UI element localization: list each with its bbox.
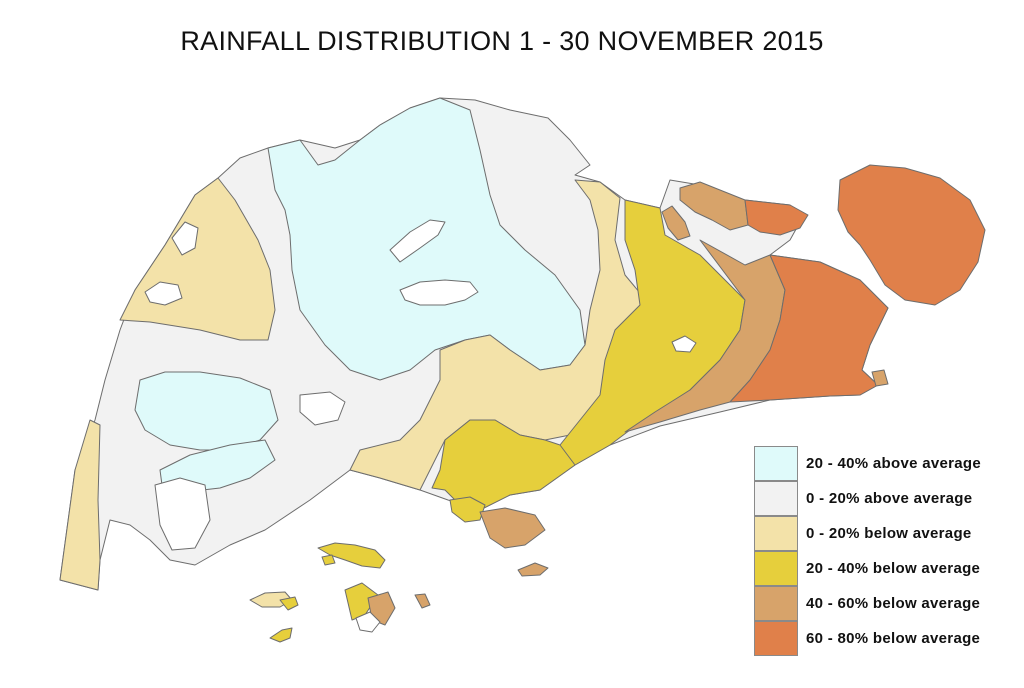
legend-item: 20 - 40% above average: [754, 446, 1014, 482]
legend-swatch: [754, 446, 798, 481]
pulau-ubin-east: [744, 199, 809, 236]
legend-label: 60 - 80% below average: [806, 630, 981, 647]
island-sw-1: [317, 542, 386, 569]
island-sw-3: [279, 596, 299, 611]
legend-swatch: [754, 481, 798, 516]
reservoir-bedok: [671, 335, 697, 353]
island-s-2: [517, 562, 549, 577]
legend-swatch: [754, 586, 798, 621]
island-s-1: [414, 593, 431, 609]
region-west-coast-below-0-20: [59, 419, 101, 591]
pulau-ubin-west: [679, 181, 749, 231]
legend-label: 0 - 20% below average: [806, 525, 972, 542]
inlet-jurong: [299, 391, 346, 426]
reservoir-tengeh: [144, 281, 183, 306]
legend-item: 60 - 80% below average: [754, 621, 1014, 657]
sentosa-east: [479, 507, 546, 549]
legend-item: 40 - 60% below average: [754, 586, 1014, 622]
inlet-clementi: [154, 477, 211, 551]
legend-label: 20 - 40% below average: [806, 560, 981, 577]
island-s-3: [321, 554, 336, 566]
legend-item: 20 - 40% below average: [754, 551, 1014, 587]
legend-label: 0 - 20% above average: [806, 490, 973, 507]
reservoir-central: [399, 279, 479, 306]
inlet-changi-point: [871, 369, 889, 387]
island-sw-4: [269, 627, 293, 643]
legend-label: 20 - 40% above average: [806, 455, 982, 472]
island-semakau-inner: [355, 611, 381, 633]
sentosa-west: [449, 496, 486, 523]
legend-item: 0 - 20% above average: [754, 481, 1014, 517]
legend-label: 40 - 60% below average: [806, 595, 981, 612]
region-changi-below-60-80: [729, 254, 889, 403]
pulau-tekong: [837, 164, 986, 306]
region-east-below-20-40: [554, 199, 746, 471]
region-city-below-20-40: [431, 419, 576, 511]
map-title: RAINFALL DISTRIBUTION 1 - 30 NOVEMBER 20…: [180, 26, 824, 56]
legend-swatch: [754, 516, 798, 551]
reservoir-kranji: [171, 221, 199, 256]
region-jurong-above-20-40: [134, 371, 279, 451]
reservoir-upper-seletar: [389, 219, 446, 263]
legend-swatch: [754, 551, 798, 586]
legend-item: 0 - 20% below average: [754, 516, 1014, 552]
legend-swatch: [754, 621, 798, 656]
island-punggol-small: [661, 205, 691, 241]
